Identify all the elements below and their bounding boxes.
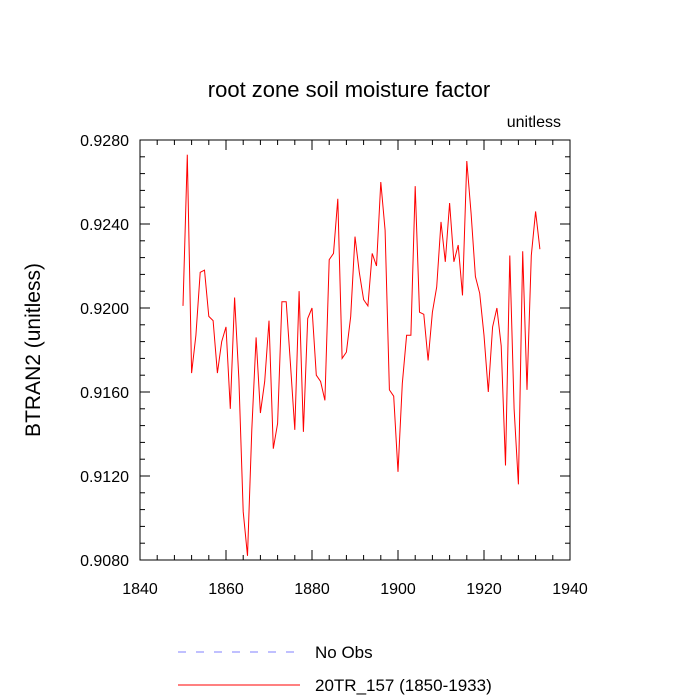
y-axis-label: BTRAN2 (unitless) (22, 263, 45, 437)
x-tick-label: 1920 (466, 581, 502, 598)
x-tick-label: 1840 (122, 581, 158, 598)
plot-frame (139, 139, 571, 561)
y-tick-label: 0.9160 (80, 385, 129, 402)
tick-layer: 1840 1860 1880 1900 1920 1940 0.9080 0.9120 0.91… (80, 133, 588, 598)
legend-label-20tr-157: 20TR_157 (1850-1933) (315, 676, 492, 695)
x-tick-label: 1900 (380, 581, 416, 598)
y-tick-label: 0.9200 (80, 301, 129, 318)
units-label: unitless (507, 114, 561, 131)
y-tick-label: 0.9080 (80, 553, 129, 570)
x-tick-label: 1940 (552, 581, 588, 598)
legend: No Obs 20TR_157 (1850-1933) (178, 643, 492, 695)
y-tick-label: 0.9120 (80, 469, 129, 486)
x-tick-label: 1860 (208, 581, 244, 598)
y-tick-label: 0.9280 (80, 133, 129, 150)
series-layer (182, 154, 541, 556)
x-tick-label: 1880 (294, 581, 330, 598)
chart-title: root zone soil moisture factor (208, 77, 490, 102)
series-line-0 (182, 154, 541, 556)
y-tick-label: 0.9240 (80, 217, 129, 234)
legend-label-no-obs: No Obs (315, 643, 373, 662)
